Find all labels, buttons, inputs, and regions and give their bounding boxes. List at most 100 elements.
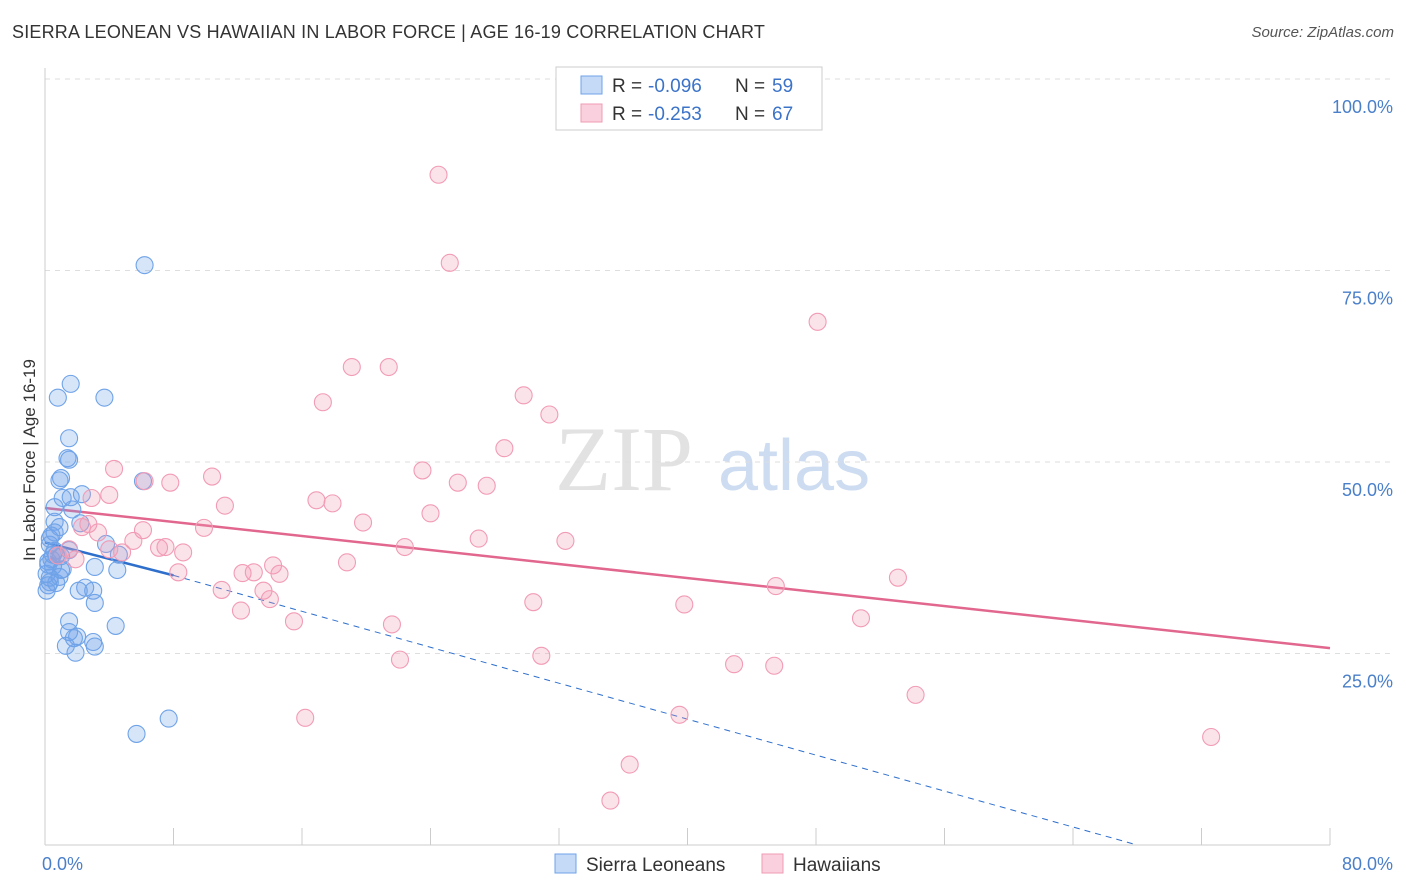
y-axis-label: In Labor Force | Age 16-19 (20, 359, 39, 561)
point-hawaiian (532, 646, 551, 665)
bottom-legend-swatch-sierra-leoneans (554, 853, 577, 874)
point-sierra-leonean (60, 429, 79, 448)
bottom-legend-label-sierra-leoneans: Sierra Leoneans (586, 855, 725, 876)
point-hawaiian (203, 467, 222, 486)
point-sierra-leonean (56, 636, 75, 655)
point-hawaiian (124, 531, 143, 550)
legend-n-label-1: N = (735, 76, 765, 97)
point-hawaiian (469, 529, 488, 548)
point-sierra-leonean (45, 512, 64, 531)
point-hawaiian (270, 564, 289, 583)
point-hawaiian (169, 563, 188, 582)
trend-line-sierra-leoneans (44, 541, 174, 577)
point-hawaiian (194, 518, 214, 537)
point-hawaiian (379, 357, 398, 377)
y-tick-label: 100.0% (1332, 97, 1393, 117)
watermark-atlas: atlas (718, 426, 870, 506)
point-hawaiian (60, 540, 79, 559)
data-points (37, 165, 1221, 810)
point-hawaiian (390, 650, 410, 669)
y-tick-label: 75.0% (1342, 289, 1393, 309)
point-hawaiian (149, 538, 169, 557)
point-hawaiian (100, 485, 119, 504)
point-hawaiian (323, 494, 342, 513)
point-hawaiian (675, 595, 694, 614)
point-hawaiian (906, 685, 925, 704)
point-sierra-leonean (69, 581, 88, 600)
point-hawaiian (72, 518, 91, 537)
chart-source: Source: ZipAtlas.com (1251, 24, 1394, 41)
point-sierra-leonean (106, 616, 125, 635)
x-tick-label-max: 80.0% (1342, 854, 1393, 874)
legend-n-value-2: 67 (772, 104, 793, 125)
point-hawaiian (429, 165, 448, 184)
point-hawaiian (670, 705, 689, 724)
y-tick-label: 25.0% (1342, 672, 1393, 692)
point-hawaiian (413, 461, 432, 480)
point-sierra-leonean (50, 471, 69, 490)
legend-r-label-1: R = (612, 76, 642, 97)
point-hawaiian (48, 546, 67, 565)
point-hawaiian (477, 476, 496, 495)
trend-line-sierra-leoneans-extension (173, 574, 1138, 846)
point-hawaiian (440, 253, 459, 272)
point-sierra-leonean (85, 593, 104, 612)
point-sierra-leonean (37, 581, 56, 600)
point-sierra-leonean (43, 557, 63, 576)
point-hawaiian (337, 553, 357, 572)
legend: R = -0.096 N = 59 R = -0.253 N = 67 (555, 66, 823, 131)
axes: 25.0% 50.0% 75.0% 100.0% 0.0% 80.0% (42, 68, 1393, 874)
point-hawaiian (382, 615, 402, 634)
point-sierra-leonean (48, 388, 67, 407)
trend-line-hawaiians (44, 506, 1331, 650)
point-hawaiian (766, 577, 785, 596)
y-tick-label: 50.0% (1342, 480, 1393, 500)
point-sierra-leonean (53, 560, 72, 579)
point-hawaiian (284, 612, 304, 631)
point-hawaiian (174, 543, 193, 562)
x-tick-label-min: 0.0% (42, 854, 83, 874)
legend-r-value-2: -0.253 (648, 104, 702, 125)
point-hawaiian (514, 386, 533, 405)
legend-n-value-1: 59 (772, 76, 793, 97)
point-hawaiian (448, 473, 467, 492)
point-hawaiian (260, 590, 279, 609)
point-hawaiian (244, 563, 263, 582)
chart-title: SIERRA LEONEAN VS HAWAIIAN IN LABOR FORC… (12, 22, 766, 42)
bottom-legend-label-hawaiians: Hawaiians (793, 855, 881, 876)
point-sierra-leonean (135, 256, 154, 275)
point-hawaiian (66, 550, 85, 569)
point-hawaiian (135, 472, 154, 491)
point-sierra-leonean (42, 526, 61, 545)
point-hawaiian (105, 459, 124, 478)
point-sierra-leonean (85, 557, 104, 576)
point-hawaiian (601, 791, 620, 810)
point-hawaiian (1202, 727, 1221, 747)
point-sierra-leonean (109, 545, 128, 564)
bottom-legend-swatch-hawaiians (761, 853, 784, 874)
bottom-legend: Sierra Leoneans Hawaiians (554, 853, 881, 876)
point-hawaiian (82, 488, 101, 508)
point-sierra-leonean (159, 709, 178, 728)
point-hawaiian (725, 655, 744, 674)
trend-lines (44, 506, 1331, 846)
point-hawaiian (808, 312, 827, 331)
point-hawaiian (156, 537, 175, 557)
point-sierra-leonean (85, 637, 104, 656)
point-hawaiian (395, 537, 414, 557)
point-hawaiian (100, 540, 119, 559)
point-hawaiian (765, 656, 784, 675)
point-sierra-leonean (60, 450, 79, 469)
point-hawaiian (353, 513, 373, 532)
point-hawaiian (556, 531, 575, 550)
point-hawaiian (307, 491, 326, 510)
point-sierra-leonean (127, 724, 146, 743)
point-hawaiian (421, 504, 440, 523)
point-hawaiian (161, 473, 180, 492)
point-sierra-leonean (61, 374, 80, 393)
point-sierra-leonean (60, 612, 79, 631)
point-hawaiian (212, 580, 231, 599)
legend-r-label-2: R = (612, 104, 642, 125)
point-sierra-leonean (95, 388, 114, 407)
